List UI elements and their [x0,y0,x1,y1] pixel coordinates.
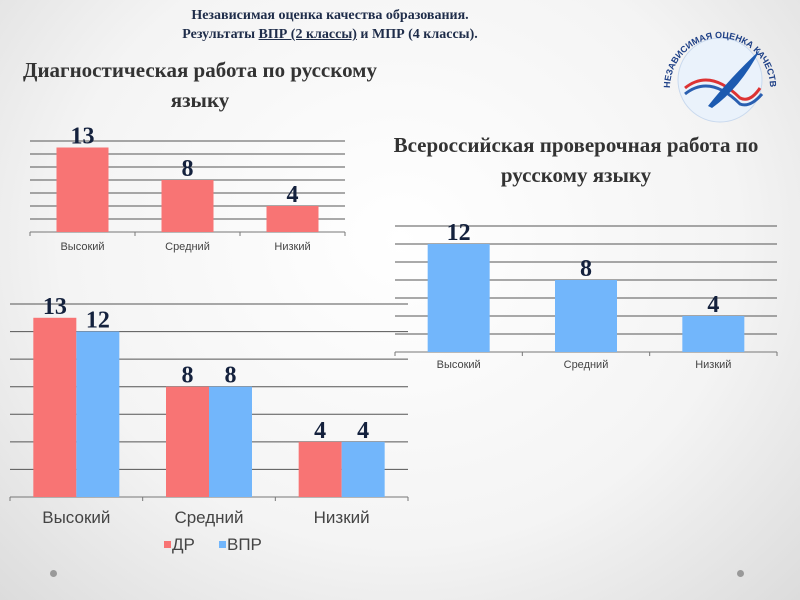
category-label: Средний [174,508,243,527]
category-label: Высокий [437,359,481,371]
data-label: 12 [447,220,471,246]
category-label: Средний [165,241,210,253]
data-label: 4 [707,292,719,318]
bar-ВПР [341,441,385,497]
category-label: Низкий [314,508,370,527]
header-line-2: Результаты ВПР (2 классы) и МПР (4 класс… [130,25,530,44]
slide-header: Независимая оценка качества образования.… [130,6,530,44]
data-label: 13 [71,124,95,150]
slide-bullet [50,570,57,577]
data-label: 13 [43,294,67,320]
bar-ВПР [555,280,617,352]
category-label: Низкий [274,241,310,253]
header-text: Результаты [182,27,259,42]
category-label: Средний [564,359,609,371]
category-label: Высокий [60,241,104,253]
bar-ВПР [427,244,490,352]
category-label: Высокий [42,508,110,527]
bar-ВПР [76,331,120,497]
bar-ДР [56,147,109,232]
data-label: 4 [357,418,369,444]
bar-ДР [166,386,209,497]
data-label: 8 [580,256,592,282]
data-label: 4 [314,418,326,444]
slide-bullet [737,570,744,577]
data-label: 4 [287,182,299,208]
bar-ДР [266,206,319,232]
bar-ВПР [209,386,252,497]
bar-ВПР [682,316,745,352]
legend-swatch [164,541,171,548]
logo: НЕЗАВИСИМАЯ ОЦЕНКА КАЧЕСТВА ОБРАЗОВАНИЯ [650,18,778,123]
chart-2: Высокий 13 12 Средний 8 8 Низкий 4 4 ДР ВПР [9,294,409,554]
data-label: 8 [182,363,194,389]
header-line-1: Независимая оценка качества образования. [191,8,469,23]
data-label: 8 [225,363,237,389]
header-link[interactable]: ВПР (2 классы) [258,27,357,42]
chart-title-dr: Диагностическая работа по русскому языку [23,58,377,112]
data-label: 12 [86,308,110,334]
category-label: Низкий [695,359,731,371]
header-text: и МПР (4 классы). [356,27,478,42]
data-label: 8 [182,156,194,182]
chart-0: Высокий 13 Средний 8 Низкий 4 [29,124,346,253]
bar-ДР [33,317,77,497]
bar-ДР [298,441,342,497]
legend-swatch [219,541,226,548]
legend-label: ВПР [227,535,262,554]
bar-ДР [161,180,214,232]
chart-title-vpr: Всероссийская проверочная работа по русс… [393,133,759,187]
chart-1: Высокий 12 Средний 8 Низкий 4 [394,220,778,371]
legend-label: ДР [172,535,195,554]
